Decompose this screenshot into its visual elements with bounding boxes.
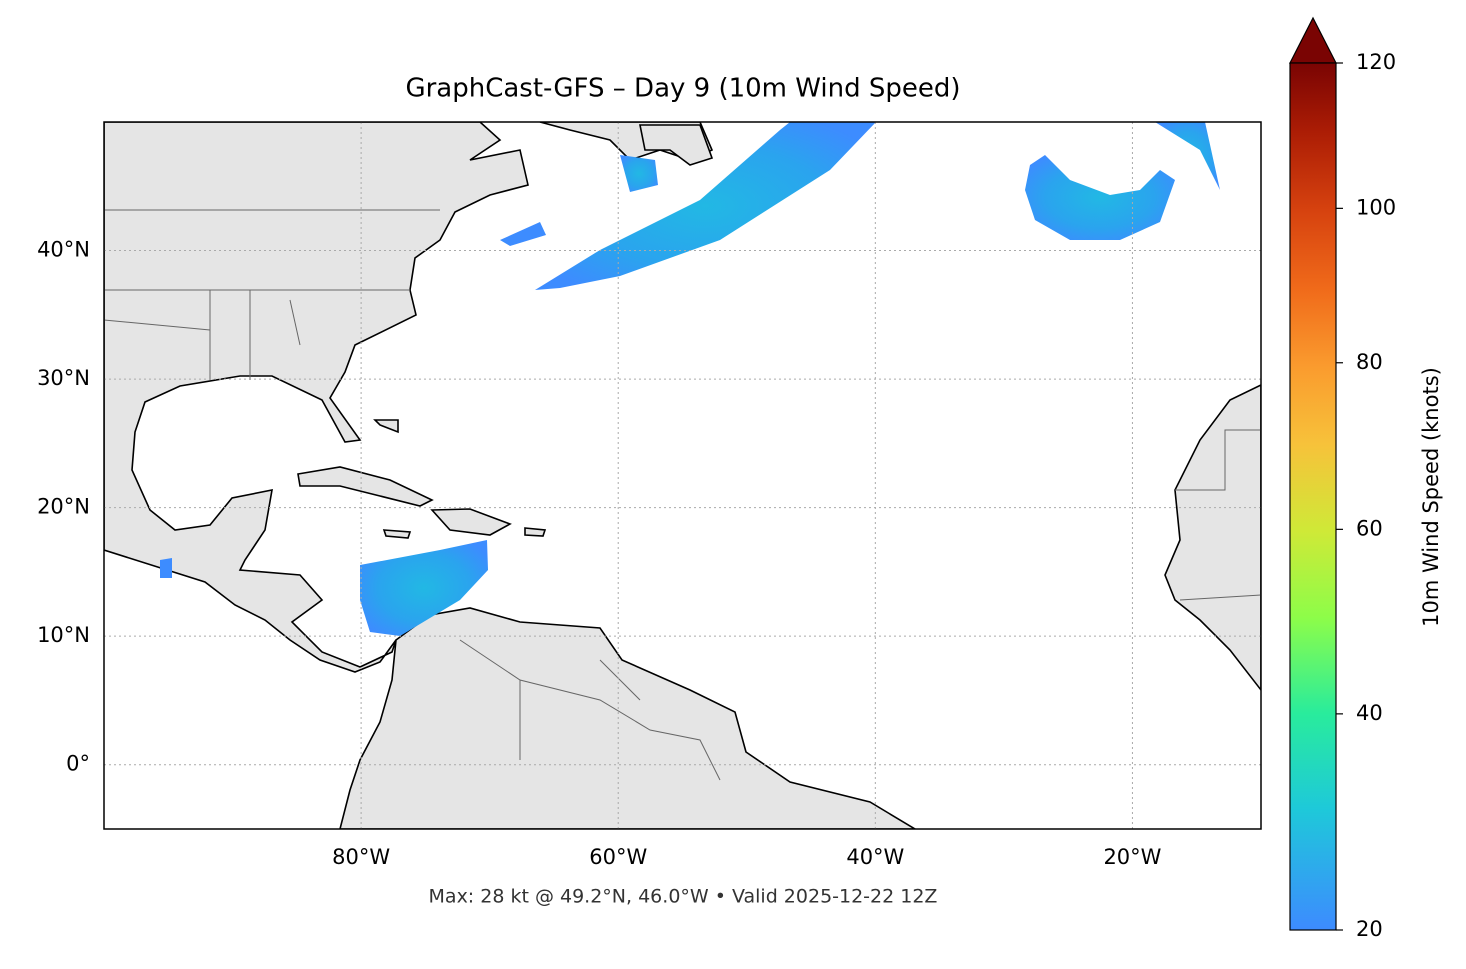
- colorbar-tick-label: 80: [1356, 350, 1383, 374]
- puerto-rico: [524, 527, 547, 537]
- bahamas: [373, 419, 399, 434]
- x-tick-label: 80°W: [332, 845, 390, 869]
- annotation: Max: 28 kt @ 49.2°N, 46.0°W • Valid 2025…: [429, 886, 938, 908]
- wind-caribbean: [360, 540, 488, 636]
- x-tick-label: 40°W: [846, 845, 904, 869]
- sa-borders: [459, 639, 721, 781]
- africa: [1164, 384, 1261, 692]
- colorbar-tick-label: 120: [1356, 50, 1396, 74]
- colorbar-tick-label: 60: [1356, 516, 1383, 540]
- x-tick-label: 20°W: [1103, 845, 1161, 869]
- y-tick-label: 20°N: [37, 495, 90, 519]
- y-tick-label: 10°N: [37, 623, 90, 647]
- africa-borders: [1175, 429, 1261, 601]
- newfoundland: [639, 124, 714, 166]
- north-america: [104, 122, 529, 673]
- jamaica: [382, 529, 412, 539]
- colorbar-label: 10m Wind Speed (knots): [1419, 367, 1443, 627]
- colorbar-tick-label: 20: [1356, 917, 1383, 941]
- colorbar-tick-label: 40: [1356, 701, 1383, 725]
- south-america: [339, 607, 917, 829]
- colorbar-tick-label: 100: [1356, 195, 1396, 219]
- wind-crescent: [1025, 155, 1175, 240]
- wind-northeast: [1155, 122, 1220, 190]
- map-title: GraphCast-GFS – Day 9 (10m Wind Speed): [405, 74, 960, 104]
- y-tick-label: 0°: [66, 752, 90, 776]
- colorbar: [1289, 62, 1337, 931]
- y-tick-label: 30°N: [37, 366, 90, 390]
- us-borders: [104, 209, 440, 380]
- map-area: [104, 122, 1261, 829]
- cuba: [297, 466, 434, 507]
- hispaniola: [430, 508, 512, 536]
- y-tick-label: 40°N: [37, 238, 90, 262]
- x-tick-label: 60°W: [589, 845, 647, 869]
- colorbar-extend: [1289, 16, 1337, 64]
- map-frame: [103, 121, 1262, 830]
- wind-jet: [535, 122, 876, 290]
- wind-gulf-maine: [620, 155, 658, 192]
